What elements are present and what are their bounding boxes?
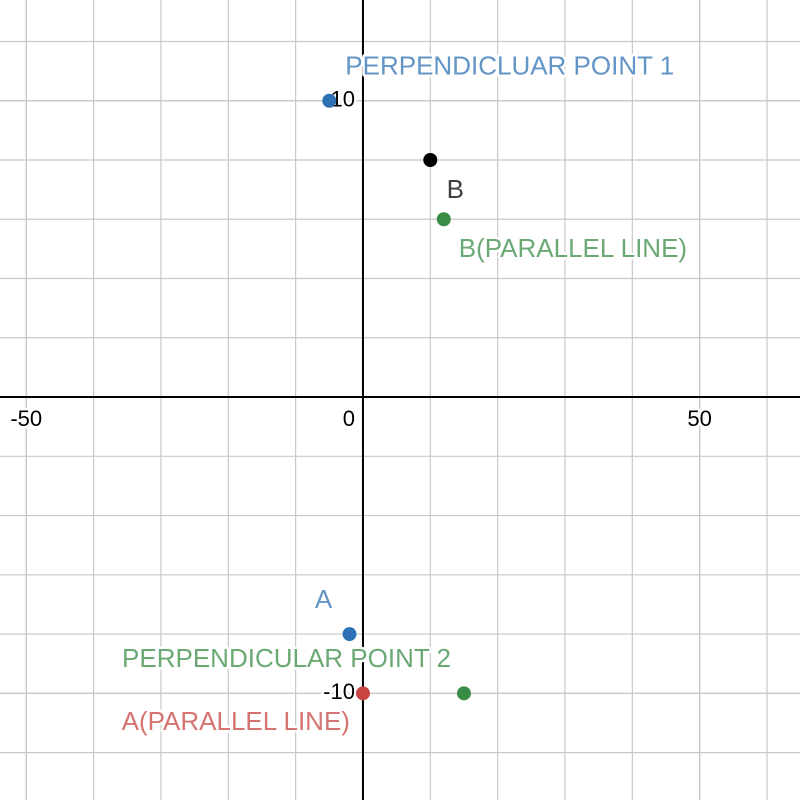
x-tick-label: 0 [343, 406, 355, 431]
point [436, 212, 451, 227]
point-label: PERPENDICULAR POINT 2 [122, 643, 451, 673]
x-tick-label: 50 [687, 406, 711, 431]
y-tick-label: -10 [323, 679, 355, 704]
y-tick-label: 10 [330, 87, 354, 112]
point [322, 93, 337, 108]
point-label: B(PARALLEL LINE) [459, 233, 687, 263]
point-label: A(PARALLEL LINE) [122, 706, 350, 736]
point-label: A [315, 584, 333, 614]
point [423, 153, 438, 167]
x-tick-label: -50 [10, 406, 42, 431]
point-label: PERPENDICLUAR POINT 1 [345, 51, 674, 81]
point [355, 686, 370, 701]
point [342, 627, 357, 642]
point [456, 686, 471, 701]
point-label: B [447, 174, 464, 204]
